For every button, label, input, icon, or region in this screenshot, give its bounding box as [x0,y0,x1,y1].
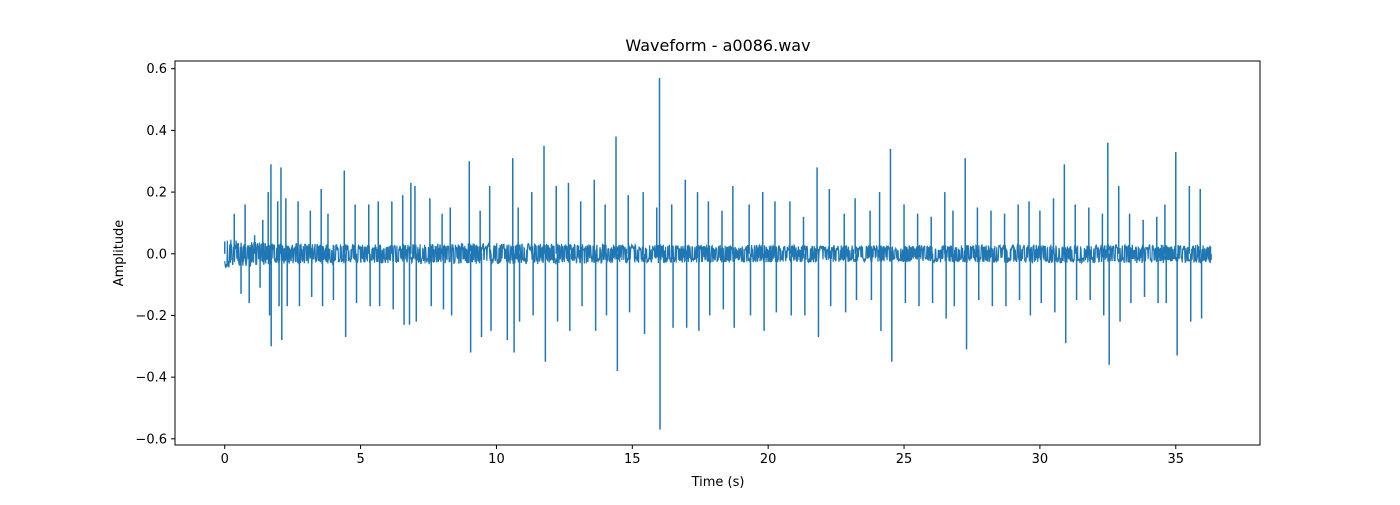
x-tick-label: 0 [221,452,229,467]
x-axis-label: Time (s) [691,475,745,490]
y-axis-label: Amplitude [112,220,127,287]
x-tick-label: 25 [896,452,913,467]
plot-area [223,77,1212,430]
waveform-noise-line [224,239,1212,269]
x-tick-label: 5 [356,452,364,467]
y-tick-label: 0.0 [146,247,167,262]
x-tick-label: 15 [624,452,641,467]
y-tick-label: −0.6 [135,432,167,447]
y-tick-label: −0.2 [135,309,167,324]
x-tick-label: 20 [760,452,777,467]
y-tick-label: 0.4 [146,124,167,139]
x-tick-label: 10 [488,452,505,467]
chart-title: Waveform - a0086.wav [625,36,810,55]
axes: 0 5 10 15 20 25 30 35 −0.6 −0.4 −0.2 0.0 0.2 0.4 0.6 [135,60,1261,467]
y-tick-label: −0.4 [135,371,167,386]
x-tick-label: 30 [1032,452,1049,467]
x-tick-label: 35 [1167,452,1184,467]
plot-frame [174,60,1261,446]
y-tick-label: 0.6 [146,62,167,77]
y-tick-label: 0.2 [146,186,167,201]
